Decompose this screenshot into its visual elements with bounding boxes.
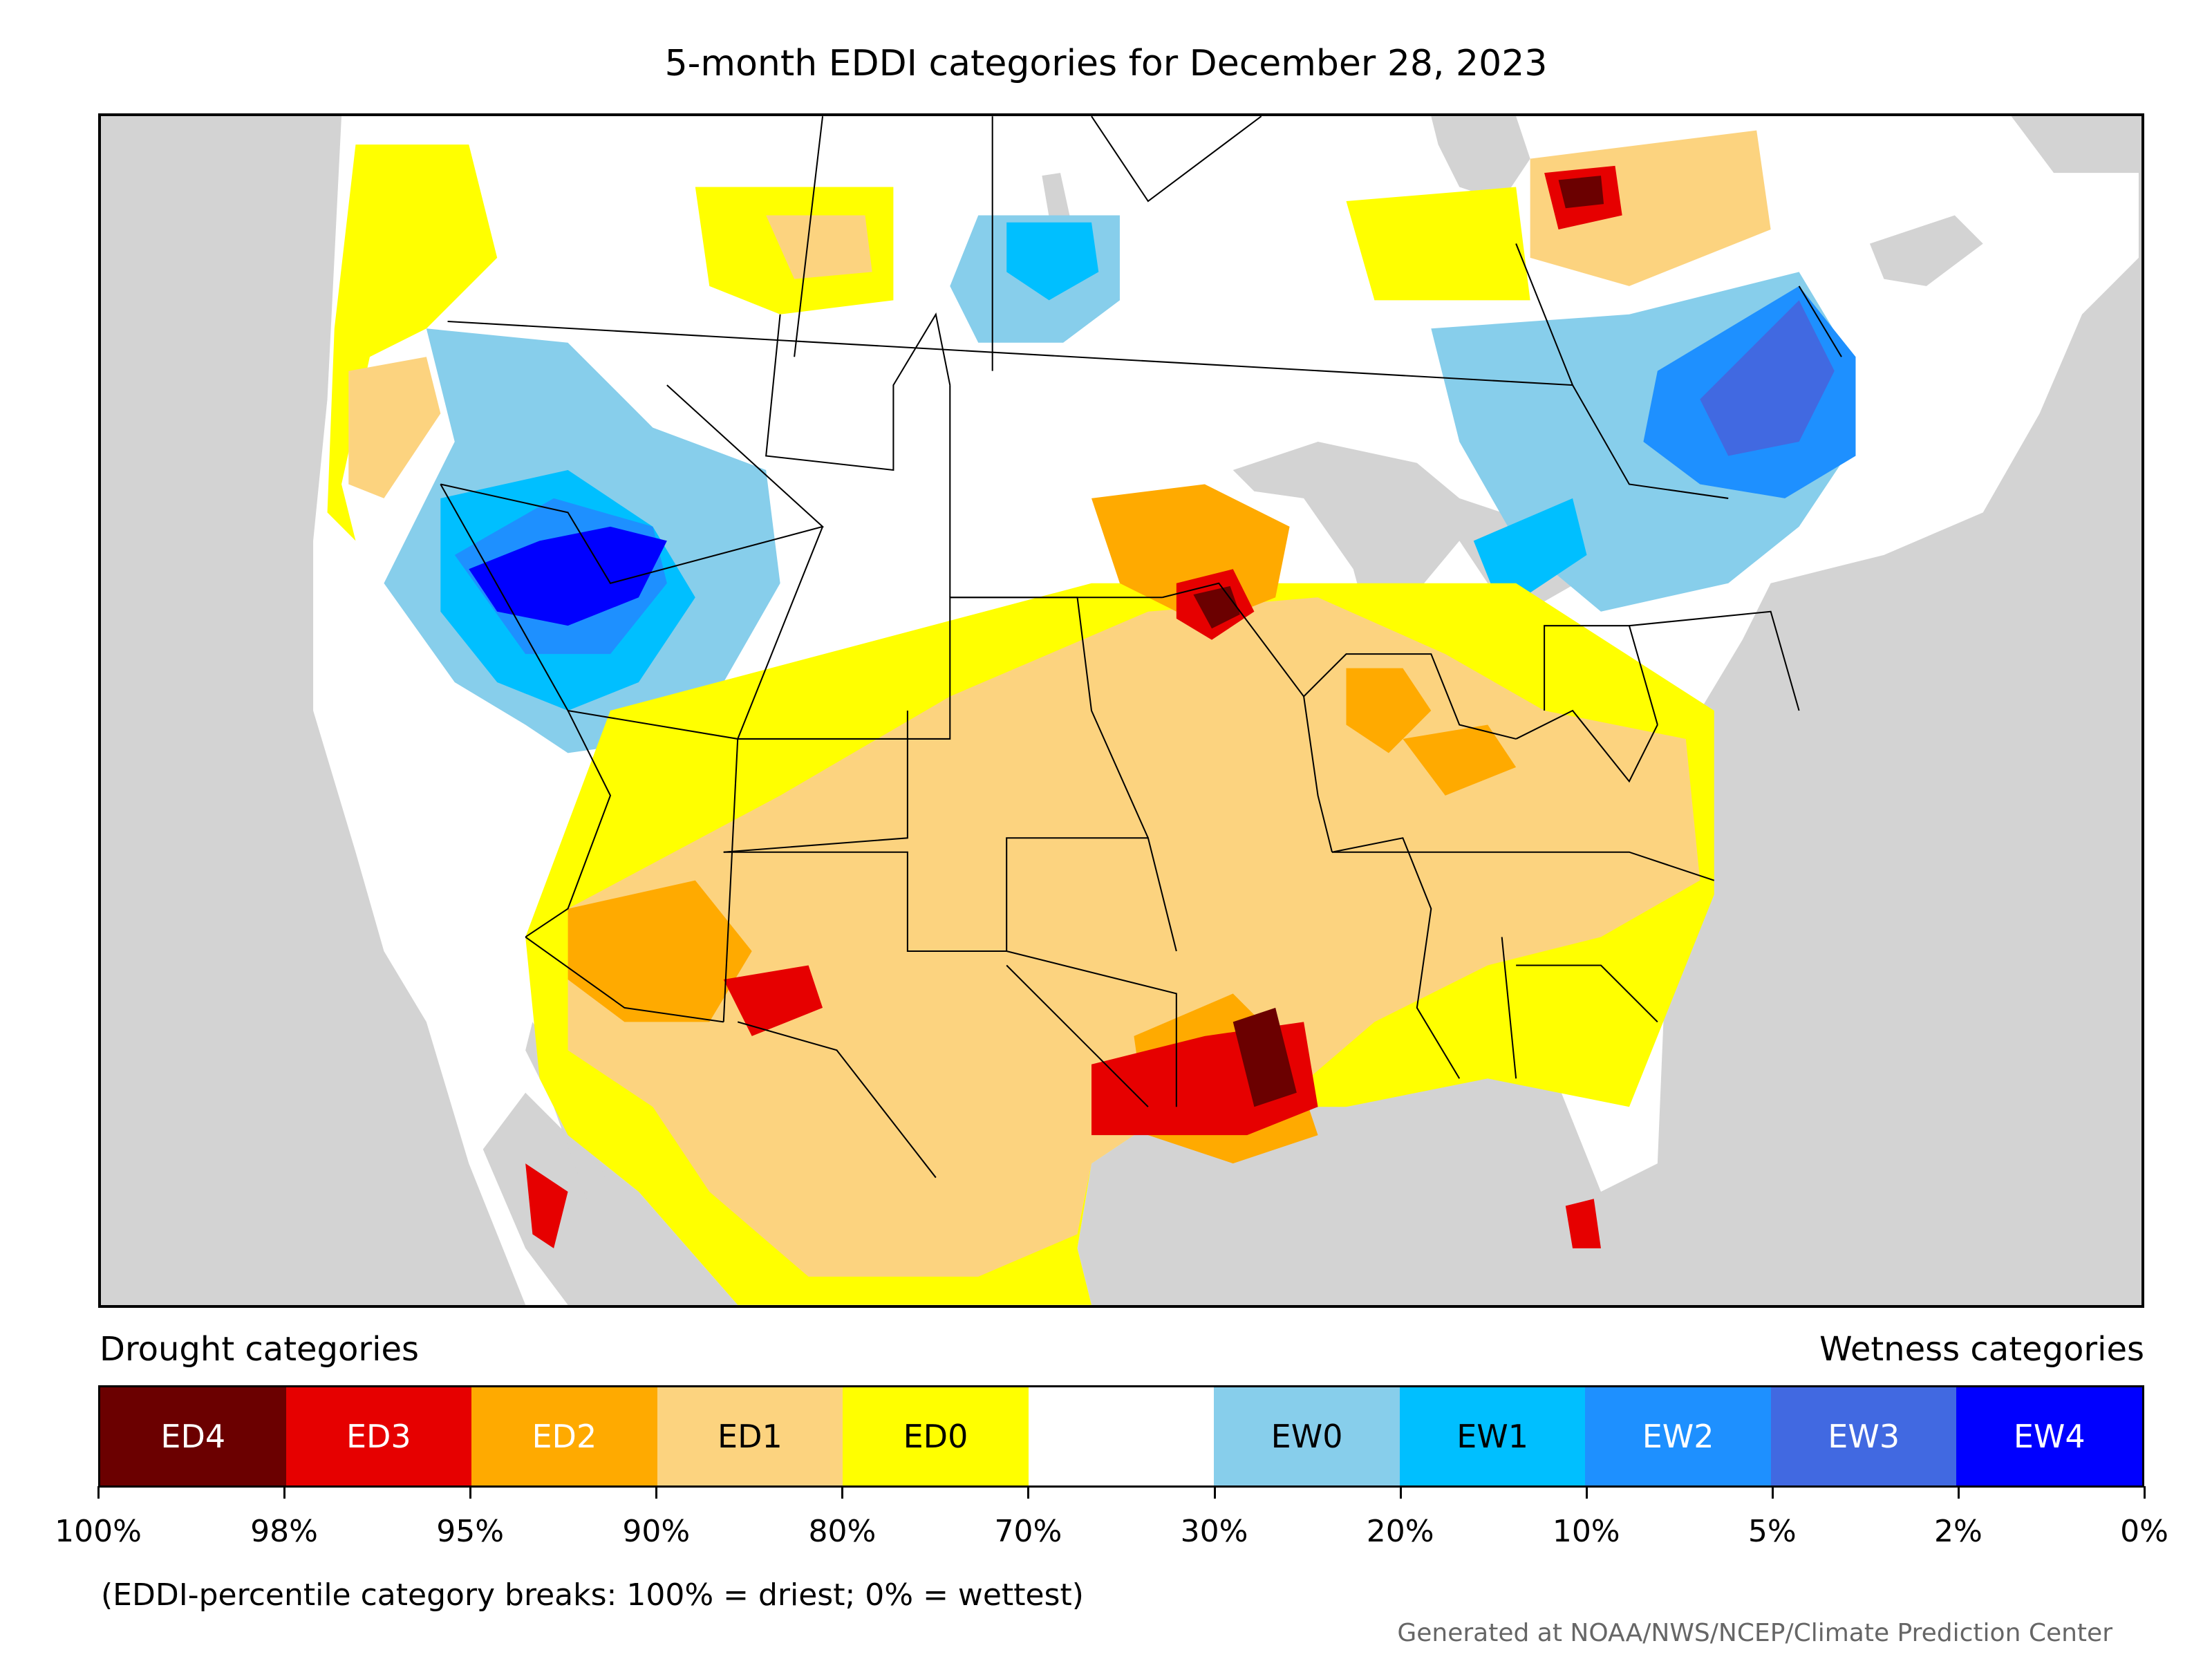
drought-d4-quebec [1558,176,1604,209]
drought-d0-quebec [1346,187,1530,301]
colorbar-cell-ew0: EW0 [1214,1387,1400,1485]
wet-region-utah-core [469,526,667,626]
colorbar-tick-label: 90% [622,1514,691,1549]
political-boundaries [440,116,1842,1179]
colorbar-tick-label: 95% [436,1514,505,1549]
colorbar-tick [655,1486,658,1499]
great-lakes-water [1232,442,1559,647]
hudson-bay-water [1431,116,1530,202]
colorbar-cell-normal [1028,1387,1215,1485]
colorbar-cell-ew4: EW4 [1956,1387,2143,1485]
colorbar-tick-label: 10% [1552,1514,1620,1549]
eddi-map [98,113,2144,1308]
drought-d1-canada-prairies [766,215,872,279]
category-breaks-note: (EDDI-percentile category breaks: 100% =… [101,1577,1084,1613]
colorbar-cell-ew1: EW1 [1399,1387,1586,1485]
colorbar-cell-ed3: ED3 [285,1387,472,1485]
colorbar-tick-label: 98% [250,1514,318,1549]
colorbar-cell-ed4: ED4 [100,1387,286,1485]
credit-text: Generated at NOAA/NWS/NCEP/Climate Predi… [1397,1619,2112,1647]
colorbar-tick [1027,1486,1030,1499]
colorbar-cell-ed0: ED0 [843,1387,1029,1485]
colorbar-tick-label: 100% [55,1514,142,1549]
colorbar-tick [283,1486,286,1499]
drought-d2-kentucky [1403,724,1517,796]
map-title: 5-month EDDI categories for December 28,… [664,43,1548,84]
drought-d3-florida [1565,1199,1601,1248]
colorbar-ticks [97,1486,2146,1500]
colorbar-tick [841,1486,844,1499]
drought-d0-west-coast [327,144,498,541]
drought-d1-central [568,597,1700,1277]
drought-legend-title: Drought categories [100,1330,419,1369]
colorbar-tick [1213,1486,1216,1499]
colorbar-tick-label: 70% [994,1514,1062,1549]
wet-region-new-england-core [1700,300,1835,456]
colorbar-tick [2144,1486,2146,1499]
colorbar-tick-labels: 100% 98% 95% 90% 80% 70% 30% 20% 10% 5% 2% 0% [55,1514,2168,1555]
colorbar-cell-ew3: EW3 [1770,1387,1957,1485]
gulf-of-st-lawrence-water [1869,215,1983,286]
wet-region-manitoba-core [1006,222,1099,301]
colorbar-cell-ew2: EW2 [1585,1387,1771,1485]
drought-d3-baja [525,1163,568,1248]
colorbar-tick [97,1486,100,1499]
drought-d2-indiana [1346,668,1432,753]
colorbar-tick [469,1486,472,1499]
colorbar-tick-label: 5% [1747,1514,1797,1549]
drought-d2-arizona [568,880,752,1022]
colorbar-cell-ed1: ED1 [657,1387,843,1485]
colorbar-tick-label: 80% [808,1514,877,1549]
colorbar-tick-label: 30% [1180,1514,1248,1549]
drought-d4-louisiana [1232,1007,1297,1107]
drought-d1-oregon [348,357,441,498]
category-colorbar: ED4 ED3 ED2 ED1 ED0 EW0 EW1 EW2 EW3 EW4 [98,1385,2144,1488]
colorbar-tick-label: 0% [2120,1514,2168,1549]
drought-d3-new-mexico [723,965,823,1036]
colorbar-tick [1771,1486,1774,1499]
wetness-legend-title: Wetness categories [1819,1330,2144,1369]
colorbar-tick [1399,1486,1402,1499]
colorbar-tick [1585,1486,1588,1499]
colorbar-tick-label: 2% [1934,1514,1983,1549]
colorbar-cell-ed2: ED2 [471,1387,657,1485]
colorbar-tick-label: 20% [1366,1514,1434,1549]
colorbar-tick [1957,1486,1960,1499]
